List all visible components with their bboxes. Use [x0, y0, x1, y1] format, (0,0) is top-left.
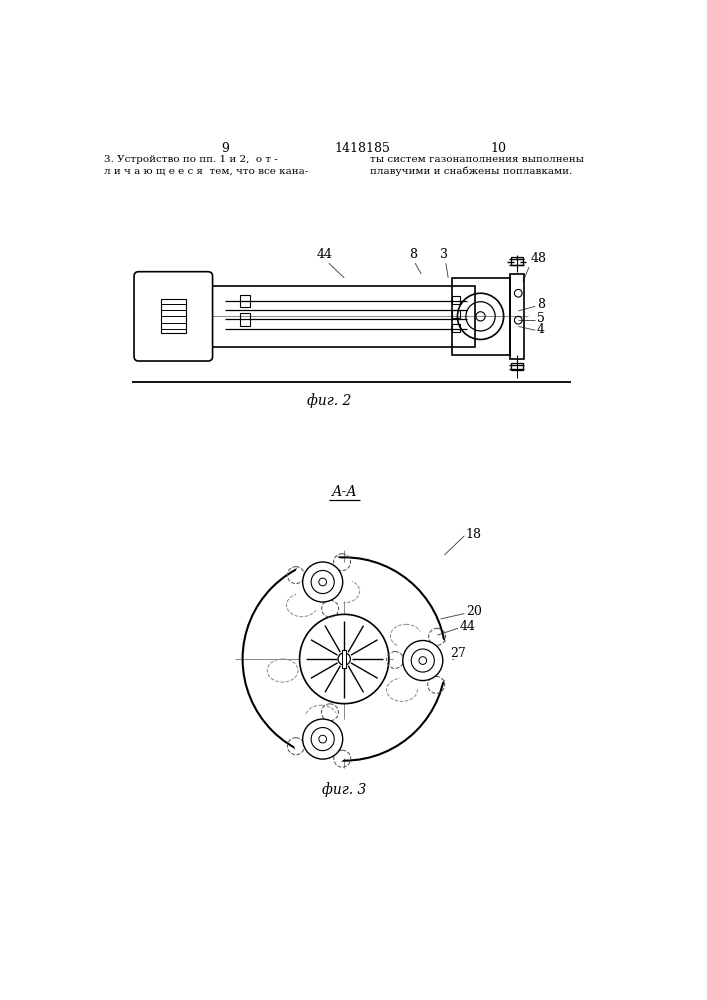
Text: 27: 27 [450, 647, 466, 660]
Text: 5: 5 [537, 312, 544, 325]
Text: 4: 4 [537, 323, 544, 336]
Text: фиг. 2: фиг. 2 [307, 393, 351, 408]
Text: А-А: А-А [332, 485, 357, 499]
Bar [452, 278, 510, 355]
Text: 3: 3 [440, 248, 448, 261]
Bar [201, 286, 475, 347]
Text: 44: 44 [460, 620, 476, 633]
Circle shape [293, 710, 352, 768]
Circle shape [338, 653, 351, 665]
Bar [240, 295, 250, 307]
Text: 1418185: 1418185 [334, 142, 390, 155]
Circle shape [293, 553, 352, 611]
Bar [452, 296, 460, 304]
Text: 18: 18 [466, 528, 482, 541]
Bar [510, 274, 524, 359]
Bar [452, 310, 460, 318]
Bar [452, 324, 460, 332]
Text: 10: 10 [490, 142, 506, 155]
Bar [342, 650, 346, 668]
Text: 3. Устройство по пп. 1 и 2,  о т -: 3. Устройство по пп. 1 и 2, о т - [104, 155, 278, 164]
Circle shape [394, 631, 452, 690]
Text: ты систем газонаполнения выполнены: ты систем газонаполнения выполнены [370, 155, 584, 164]
Text: 8: 8 [537, 298, 544, 311]
FancyBboxPatch shape [134, 272, 213, 361]
Bar [510, 363, 523, 370]
Circle shape [403, 641, 443, 681]
Bar [510, 257, 523, 265]
Circle shape [303, 562, 343, 602]
Text: 8: 8 [409, 248, 418, 261]
Text: 44: 44 [317, 248, 333, 261]
Text: плавучими и снабжены поплавками.: плавучими и снабжены поплавками. [370, 166, 572, 176]
Circle shape [303, 719, 343, 759]
Bar [161, 299, 186, 333]
Text: 9: 9 [221, 142, 229, 155]
Text: 48: 48 [530, 252, 547, 265]
Circle shape [300, 614, 389, 704]
Text: фиг. 3: фиг. 3 [322, 782, 366, 797]
Text: л и ч а ю щ е е с я  тем, что все кана-: л и ч а ю щ е е с я тем, что все кана- [104, 166, 308, 175]
Text: 7: 7 [149, 294, 157, 307]
Bar [240, 313, 250, 326]
Text: 20: 20 [466, 605, 481, 618]
